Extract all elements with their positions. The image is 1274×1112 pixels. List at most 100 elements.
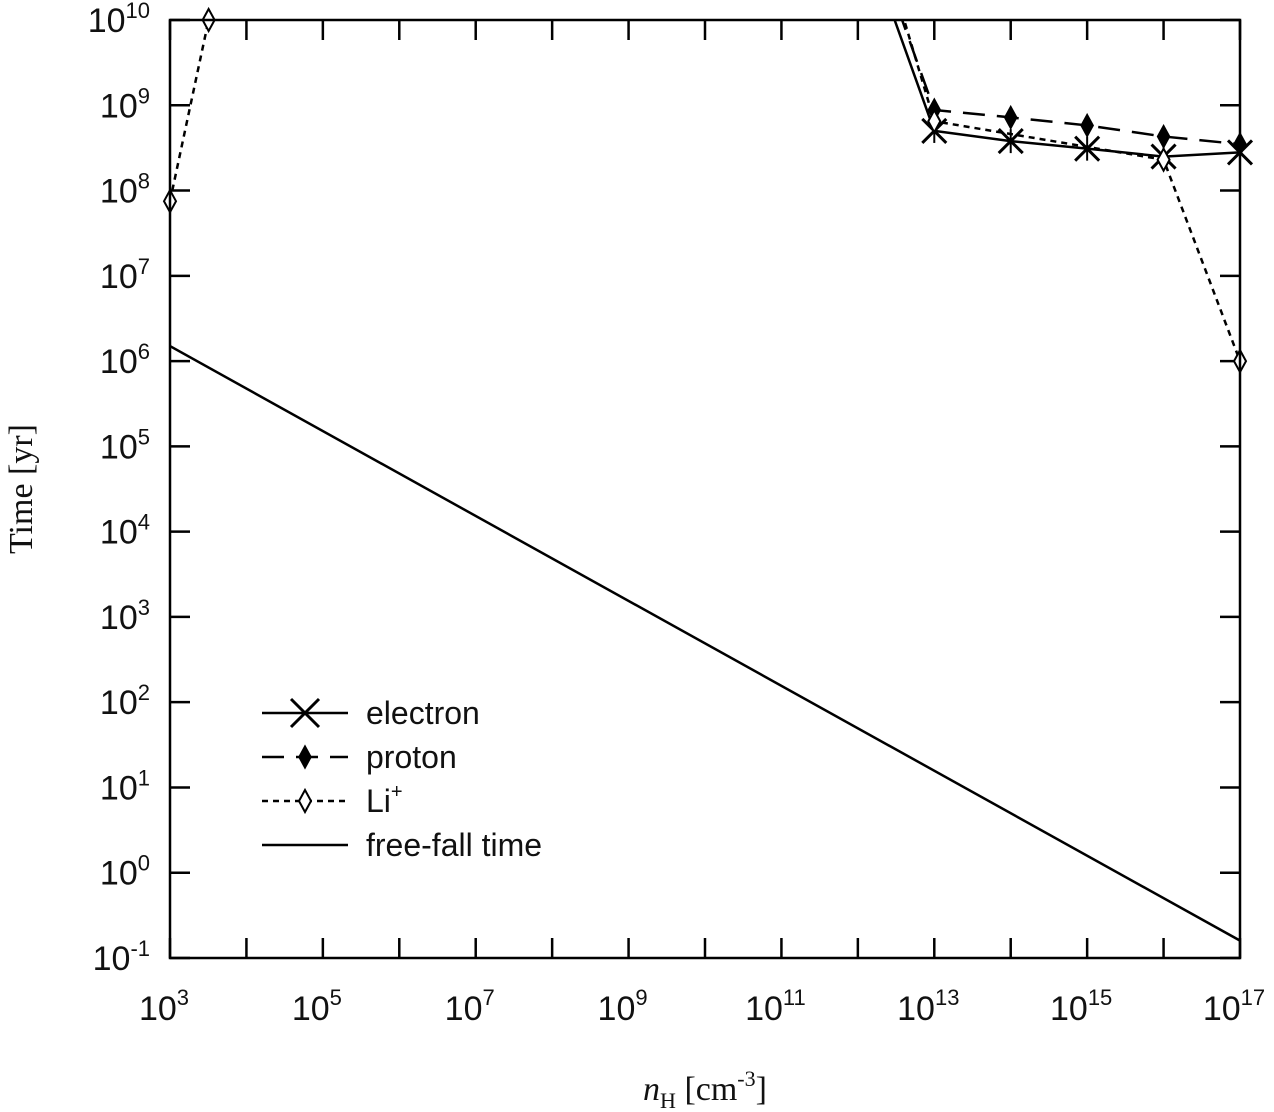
y-tick-label-exp: 1 [138, 765, 150, 790]
series-marker-li [1156, 146, 1171, 173]
legend-label-name: free-fall time [366, 827, 542, 863]
legend-label-name: proton [366, 739, 457, 775]
legend: electron proton Li+ free-fall time [262, 695, 542, 863]
legend-label: electron [366, 695, 480, 731]
y-tick-label-exp: 4 [138, 510, 150, 535]
plot-frame [168, 18, 1242, 960]
x-tick-labels: 103 105 107 109 1011 1013 1015 1017 [139, 985, 1265, 1028]
series-line-electron [893, 20, 1240, 158]
legend-label: free-fall time [366, 827, 542, 863]
x-tick-label: 103 [139, 985, 189, 1028]
series-markers [162, 6, 1254, 375]
legend-item-electron: electron [262, 695, 480, 731]
y-tick-label-exp: -1 [130, 936, 150, 961]
x-tick-label-exp: 11 [783, 985, 806, 1010]
y-tick-label-base: 10 [100, 855, 138, 893]
y-tick-label-exp: 3 [138, 595, 150, 620]
y-tick-label: 101 [100, 765, 150, 807]
legend-item-free-fall-time: free-fall time [262, 827, 542, 863]
series-line-li [170, 20, 1240, 362]
y-tick-label: 10-1 [93, 936, 150, 978]
x-axis-unit-exp: -3 [737, 1066, 755, 1091]
x-tick-label-base: 10 [897, 990, 935, 1028]
y-tick-label-base: 10 [88, 2, 126, 40]
x-tick-label: 107 [445, 985, 495, 1028]
x-tick-label: 1015 [1050, 985, 1112, 1028]
series-line-free-fall-time [170, 345, 1240, 942]
y-tick-label: 109 [100, 83, 150, 125]
y-tick-label-exp: 10 [126, 0, 150, 23]
legend-label: Li+ [366, 781, 403, 819]
y-tick-label: 100 [100, 851, 150, 893]
x-tick-label-exp: 5 [330, 985, 342, 1010]
legend-label: proton [366, 739, 457, 775]
x-axis-title: nH [cm-3] [643, 1066, 767, 1112]
legend-marker [297, 787, 313, 815]
x-tick-label: 105 [292, 985, 342, 1028]
series-marker-electron [1074, 135, 1101, 162]
x-tick-label-exp: 9 [635, 985, 647, 1010]
legend-label-name: electron [366, 695, 480, 731]
y-tick-label: 105 [100, 424, 150, 466]
y-tick-label-base: 10 [100, 258, 138, 296]
y-tick-label-base: 10 [100, 87, 138, 125]
y-tick-label-base: 10 [100, 514, 138, 552]
y-tick-label-base: 10 [100, 769, 138, 807]
legend-item-li: Li+ [262, 781, 403, 819]
y-tick-label: 104 [100, 510, 150, 552]
x-tick-label-exp: 13 [935, 985, 959, 1010]
x-tick-label-exp: 3 [177, 985, 189, 1010]
y-tick-label-exp: 6 [138, 339, 150, 364]
x-tick-label-base: 10 [598, 990, 636, 1028]
y-tick-label-base: 10 [100, 343, 138, 381]
x-tick-label-base: 10 [1050, 990, 1088, 1028]
x-tick-label-base: 10 [292, 990, 330, 1028]
x-tick-label: 1017 [1203, 985, 1265, 1028]
y-tick-label: 102 [100, 680, 150, 722]
legend-item-proton: proton [262, 739, 457, 775]
x-tick-label-base: 10 [139, 990, 177, 1028]
x-tick-label-base: 10 [1203, 990, 1241, 1028]
y-tick-label-exp: 2 [138, 680, 150, 705]
x-tick-label-exp: 17 [1241, 985, 1265, 1010]
y-tick-label-exp: 0 [138, 851, 150, 876]
axis-ticks [168, 18, 1242, 960]
x-axis-var-sub: H [660, 1088, 676, 1112]
x-axis-var: n [643, 1071, 660, 1108]
y-tick-label-exp: 7 [138, 254, 150, 279]
x-tick-label: 1011 [745, 985, 806, 1028]
legend-marker [298, 744, 312, 770]
y-tick-label: 103 [100, 595, 150, 637]
y-axis-title: Time [yr] [3, 424, 40, 554]
series-marker-proton [1080, 112, 1094, 139]
y-tick-label: 1010 [88, 0, 150, 40]
x-tick-label-exp: 15 [1088, 985, 1112, 1010]
y-tick-label-exp: 8 [138, 169, 150, 194]
legend-label-sup: + [391, 781, 403, 803]
series-lines [170, 20, 1240, 942]
legend-marker [289, 697, 321, 729]
x-axis-unit-open: [cm [676, 1071, 737, 1108]
x-tick-label: 109 [598, 985, 648, 1028]
x-tick-label-base: 10 [745, 990, 783, 1028]
y-tick-label: 106 [100, 339, 150, 381]
y-tick-label-base: 10 [100, 599, 138, 637]
y-tick-label-base: 10 [100, 173, 138, 211]
legend-label-name: Li [366, 783, 391, 819]
y-tick-label-base: 10 [100, 428, 138, 466]
y-tick-label-base: 10 [100, 684, 138, 722]
y-tick-label: 107 [100, 254, 150, 296]
series-marker-proton [1003, 104, 1018, 131]
x-tick-label: 1013 [897, 985, 959, 1028]
y-tick-label-exp: 9 [138, 83, 150, 108]
x-axis-unit-close: ] [756, 1071, 767, 1108]
series-marker-li [927, 108, 942, 135]
x-tick-label-exp: 7 [483, 985, 495, 1010]
y-tick-label-exp: 5 [138, 424, 150, 449]
series-line-proton [900, 20, 1240, 146]
y-tick-label: 108 [100, 169, 150, 211]
series-marker-electron [997, 128, 1024, 155]
y-tick-label-base: 10 [93, 940, 131, 978]
